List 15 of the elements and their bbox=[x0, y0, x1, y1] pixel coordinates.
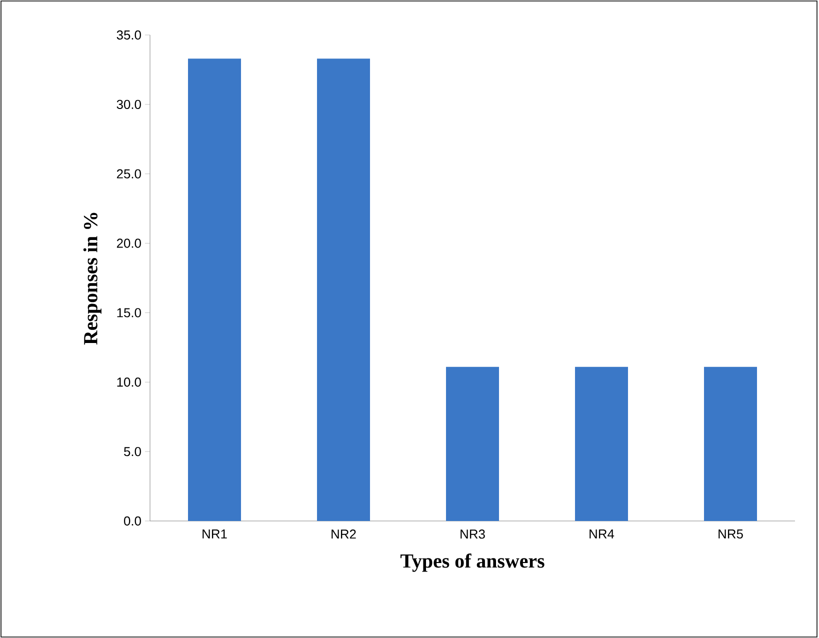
y-tick-label: 0.0 bbox=[124, 516, 141, 526]
y-tick-label: 5.0 bbox=[124, 446, 141, 456]
y-tick-label: 30.0 bbox=[116, 100, 141, 109]
y-tick-label: 35.0 bbox=[116, 30, 141, 40]
x-tick-label: NR4 bbox=[590, 530, 614, 538]
x-axis-title: Types of answers bbox=[400, 554, 544, 572]
x-tick-label: NR3 bbox=[460, 530, 485, 539]
x-tick-label: NR5 bbox=[718, 530, 743, 539]
y-tick-label: 20.0 bbox=[116, 238, 141, 248]
y-tick-label: 10.0 bbox=[117, 378, 141, 387]
x-tick-label: NR2 bbox=[332, 530, 356, 539]
x-tick-label: NR1 bbox=[202, 530, 227, 538]
y-axis-title: Responses in % bbox=[83, 212, 102, 345]
y-tick-label: 15.0 bbox=[117, 308, 141, 318]
y-tick-label: 25.0 bbox=[116, 169, 141, 178]
